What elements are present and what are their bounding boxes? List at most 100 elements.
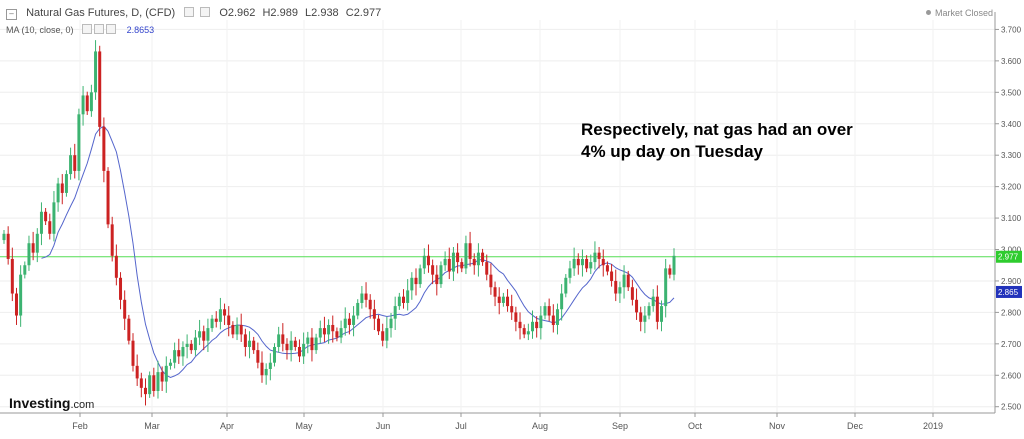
candle-down [143, 387, 147, 395]
candle-up [531, 321, 535, 332]
candle-up [443, 258, 447, 266]
ohlc-values: O2.962 H2.989 L2.938 C2.977 [219, 7, 385, 19]
candle-down [518, 321, 522, 329]
candle-up [526, 331, 530, 335]
x-tick-label: Dec [847, 421, 864, 431]
candle-down [139, 378, 143, 388]
x-tick-label: Mar [144, 421, 160, 431]
candle-up [81, 95, 85, 115]
candle-up [148, 375, 152, 395]
x-tick-label: May [295, 421, 313, 431]
y-axis: 2.500 2.600 2.700 2.800 2.900 3.000 3.100 3.200… [994, 12, 1022, 413]
candle-up [651, 296, 655, 307]
candle-down [102, 126, 106, 171]
candle-down [610, 271, 614, 281]
eye-icon[interactable] [200, 7, 211, 17]
candle-down [48, 221, 52, 234]
candle-down [106, 170, 110, 225]
candle-down [485, 262, 489, 275]
candle-down [493, 287, 497, 297]
candle-down [547, 306, 551, 316]
candle-down [110, 224, 114, 256]
ma-settings-icon[interactable] [82, 24, 93, 34]
candle-up [64, 174, 68, 193]
ma-value-tag [996, 285, 1022, 298]
candle-up [397, 296, 401, 307]
candle-up [360, 293, 364, 303]
y-tick-label: 3.600 [1001, 57, 1022, 66]
candle-down [293, 340, 297, 347]
candle-up [564, 277, 568, 294]
candle-down [127, 318, 131, 341]
candle-up [451, 252, 455, 272]
candle-up [69, 155, 73, 175]
candle-down [123, 299, 127, 319]
candle-down [576, 258, 580, 266]
x-tick-label: Oct [688, 421, 703, 431]
candle-down [364, 293, 368, 300]
candle-up [539, 315, 543, 329]
candle-down [601, 258, 605, 266]
collapse-icon[interactable]: – [6, 9, 17, 20]
y-tick-label: 3.500 [1001, 88, 1022, 97]
candle-down [377, 318, 381, 332]
candle-up [19, 274, 23, 316]
candle-down [331, 324, 335, 332]
symbol-title: Natural Gas Futures, D, (CFD) [26, 7, 176, 19]
x-tick-label: Aug [532, 421, 548, 431]
candle-down [231, 324, 235, 335]
candle-up [56, 183, 60, 203]
candle-up [580, 258, 584, 266]
candle-up [2, 233, 6, 241]
candle-down [630, 287, 634, 300]
x-tick-label: Jun [376, 421, 391, 431]
candle-up [643, 315, 647, 322]
candles [2, 40, 676, 406]
candle-down [414, 277, 418, 285]
candle-down [6, 233, 10, 259]
candle-up [264, 368, 268, 376]
logo-suffix: .com [70, 399, 95, 411]
candle-up [210, 318, 214, 329]
candle-up [52, 202, 56, 234]
settings-icon[interactable] [184, 7, 195, 17]
candle-up [555, 309, 559, 325]
ma-value-tag-label: 2.865 [998, 288, 1019, 297]
candle-up [664, 268, 668, 307]
candle-up [593, 252, 597, 263]
x-tick-label: Nov [769, 421, 786, 431]
y-tick-label: 2.800 [1001, 308, 1022, 317]
y-tick-label: 2.600 [1001, 371, 1022, 380]
candle-up [268, 362, 272, 369]
candle-up [306, 337, 310, 344]
candle-down [131, 340, 135, 366]
candle-down [426, 255, 430, 266]
low-value: L2.938 [305, 7, 339, 19]
candle-down [152, 375, 156, 391]
candle-up [660, 306, 664, 322]
candle-up [89, 92, 93, 112]
y-tick-label: 2.900 [1001, 277, 1022, 286]
candle-down [435, 274, 439, 285]
candle-up [352, 315, 356, 325]
candle-down [489, 274, 493, 288]
annotation: Respectively, nat gas had an over 4% up … [581, 119, 901, 163]
candle-up [543, 306, 547, 316]
ma-polyline [41, 125, 675, 379]
candle-down [335, 331, 339, 338]
ma-eye-icon[interactable] [94, 24, 105, 34]
candle-down [31, 243, 35, 253]
candle-up [235, 324, 239, 335]
candle-down [460, 262, 464, 269]
candle-up [218, 309, 222, 322]
ma-close-icon[interactable] [106, 24, 117, 34]
candle-down [510, 306, 514, 313]
candle-down [551, 315, 555, 325]
candle-down [98, 51, 102, 127]
candle-down [614, 280, 618, 294]
ma-line [41, 125, 675, 379]
candle-up [439, 265, 443, 285]
candle-down [252, 340, 256, 351]
candle-down [431, 265, 435, 275]
